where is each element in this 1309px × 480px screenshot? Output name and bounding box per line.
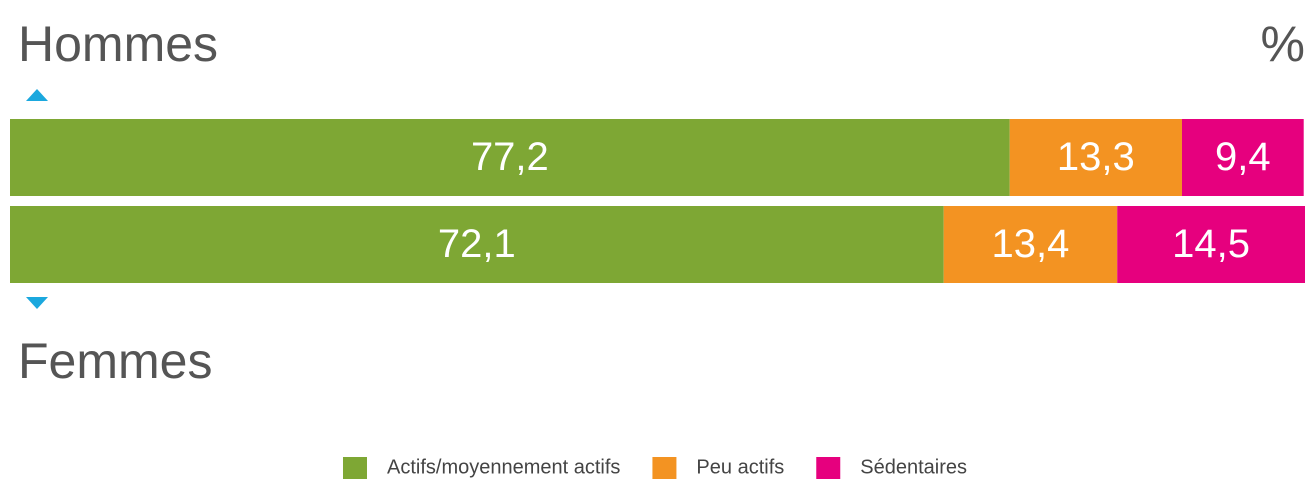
category-label: Femmes (18, 333, 212, 389)
legend-label: Peu actifs (696, 456, 784, 478)
value-label: 9,4 (1215, 135, 1271, 179)
legend-swatch (816, 457, 841, 479)
value-label: 77,2 (471, 135, 549, 179)
value-label: 72,1 (438, 222, 516, 266)
unit-label: % (1261, 16, 1305, 72)
bar-segment (1009, 119, 1182, 196)
legend-label: Actifs/moyennement actifs (387, 456, 620, 478)
value-label: 14,5 (1172, 222, 1250, 266)
up-arrow (26, 89, 48, 101)
bar-segment (10, 206, 944, 283)
category-label: Hommes (18, 16, 218, 72)
down-arrow (26, 297, 48, 309)
value-label: 13,3 (1057, 135, 1135, 179)
legend-label: Sédentaires (860, 456, 967, 478)
legend-swatch (652, 457, 677, 479)
bar-segment (1117, 206, 1305, 283)
legend-swatch (342, 457, 367, 479)
bar-segment (943, 206, 1118, 283)
bar-segment (10, 119, 1010, 196)
bar-segment (1181, 119, 1304, 196)
value-label: 13,4 (992, 222, 1070, 266)
